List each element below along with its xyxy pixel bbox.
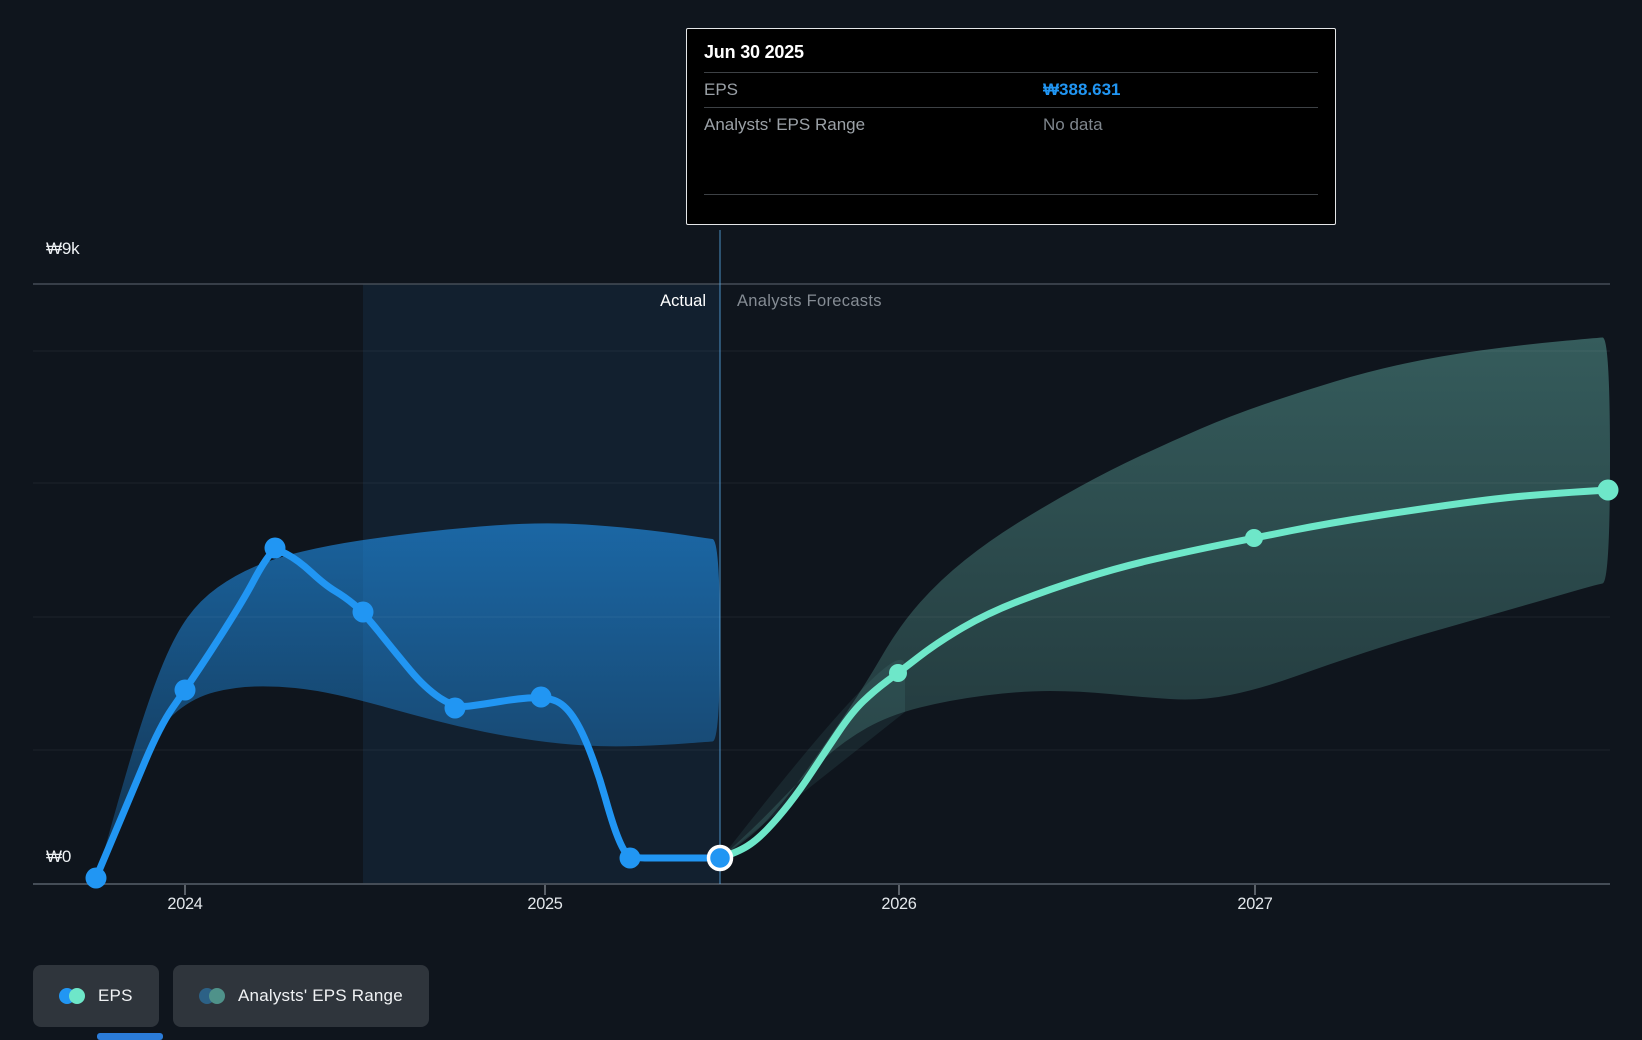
eps-legend-icon [59, 988, 85, 1004]
analysts-eps-range-forecast-band [722, 337, 1610, 858]
forecast-data-point-0[interactable] [889, 664, 907, 682]
actual-eps-line [92, 548, 724, 882]
actual-data-point-3[interactable] [352, 601, 374, 623]
chart-tooltip: Jun 30 2025 EPS ₩388.631 Analysts' EPS R… [686, 28, 1336, 225]
legend-item-eps[interactable]: EPS [33, 965, 159, 1027]
y-axis-label-0: ₩0 [46, 847, 72, 866]
tooltip-range-label: Analysts' EPS Range [704, 115, 866, 134]
tooltip-row-range: Analysts' EPS Range No data [704, 107, 1318, 142]
tooltip-eps-label: EPS [704, 80, 739, 99]
actual-data-point-0[interactable] [85, 867, 107, 889]
x-axis-label-2024: 2024 [167, 894, 203, 913]
tooltip-date-title: Jun 30 2025 [704, 42, 804, 62]
analysts-eps-range-past-band [97, 523, 720, 877]
x-axis-label-2027: 2027 [1237, 894, 1273, 913]
actual-data-point-5[interactable] [530, 686, 552, 708]
range-legend-icon [199, 988, 225, 1004]
phase-label-forecast: Analysts Forecasts [737, 292, 882, 310]
actual-data-point-2[interactable] [264, 537, 286, 559]
forecast-eps-line [716, 486, 1612, 862]
actual-data-point-6[interactable] [619, 847, 641, 869]
selected-data-point-ring[interactable] [706, 844, 734, 872]
forecast-end-data-point[interactable] [1597, 479, 1619, 501]
tooltip-eps-value: ₩388.631 [1043, 80, 1121, 99]
forecast-data-point-1[interactable] [1245, 529, 1263, 547]
phase-label-actual: Actual [660, 292, 706, 310]
actual-data-point-1[interactable] [174, 679, 196, 701]
x-axis-label-2026: 2026 [881, 894, 917, 913]
tooltip-range-value: No data [1043, 115, 1103, 134]
horizontal-scrollbar-thumb[interactable] [97, 1033, 163, 1040]
y-axis-label-9k: ₩9k [46, 239, 80, 258]
x-axis-label-2025: 2025 [527, 894, 563, 913]
tooltip-bottom-divider [704, 194, 1318, 196]
legend-range-label: Analysts' EPS Range [238, 986, 403, 1005]
actual-data-point-4[interactable] [444, 697, 466, 719]
legend-item-analysts-eps-range[interactable]: Analysts' EPS Range [173, 965, 429, 1027]
tooltip-row-eps: EPS ₩388.631 [704, 72, 1318, 107]
legend-eps-label: EPS [98, 986, 133, 1005]
